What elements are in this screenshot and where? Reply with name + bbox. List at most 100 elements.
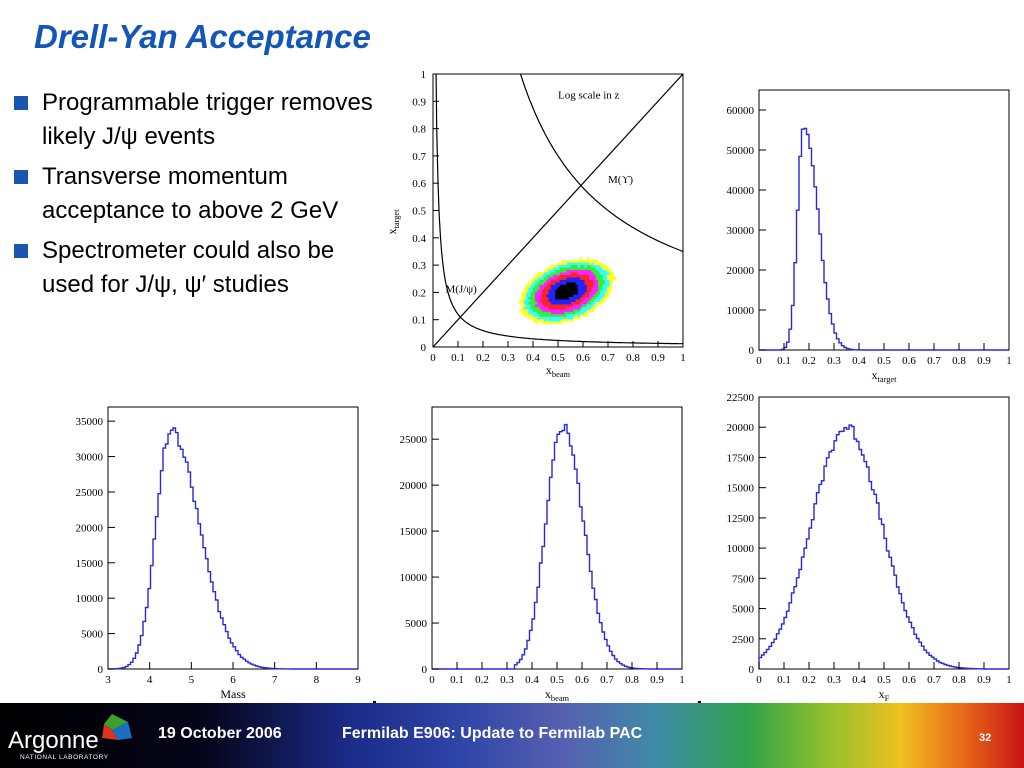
heatmap-cell (550, 311, 554, 315)
heatmap-cell (548, 299, 552, 302)
heatmap-cell (600, 269, 603, 273)
heatmap-cell (550, 318, 554, 322)
heatmap-cell (598, 277, 601, 280)
heatmap-cell (544, 291, 547, 295)
heatmap-cell (535, 294, 538, 298)
axis-label-text: xbeam (546, 363, 571, 379)
heatmap-cell (593, 301, 597, 305)
heatmap-cell (541, 294, 545, 298)
heatmap-cell (553, 294, 556, 298)
slide-title: Drell-Yan Acceptance (34, 18, 371, 55)
heatmap-cell (544, 286, 547, 290)
heatmap-cell (526, 284, 529, 288)
heatmap-cell (541, 282, 545, 285)
heatmap-cell (559, 291, 563, 295)
heatmap-cell (584, 267, 588, 271)
heatmap-cell (564, 316, 567, 320)
heatmap-cell (591, 286, 594, 290)
heatmap-cell (580, 294, 583, 298)
heatmap-cell (604, 272, 608, 275)
heatmap-cell (530, 289, 534, 293)
heatmap-cell (537, 318, 540, 322)
heatmap-cell (564, 301, 567, 305)
heatmap-cell (532, 301, 536, 305)
heatmap-cell (519, 299, 522, 302)
heatmap-cell (537, 316, 540, 320)
heatmap-cell (602, 264, 606, 268)
heatmap-cell (523, 306, 527, 310)
heatmap-cell (530, 304, 534, 307)
heatmap-cell (595, 296, 599, 300)
heatmap-cell (582, 309, 585, 312)
heatmap-cell (559, 284, 563, 288)
heatmap-cell (528, 294, 531, 298)
heatmap-cell (535, 313, 538, 317)
heatmap-cell (600, 291, 603, 295)
histogram-line (758, 424, 1009, 670)
heatmap-cell (564, 289, 567, 293)
y-tick-label: 12500 (727, 513, 755, 525)
heatmap-cell (532, 306, 536, 310)
x-axis-label: xbeam (545, 687, 570, 703)
heatmap-cell (539, 286, 543, 290)
heatmap-cell (566, 277, 570, 280)
heatmap-cell (544, 318, 547, 322)
heatmap-cell (528, 304, 531, 307)
y-tick-label: 35000 (76, 416, 104, 428)
heatmap-cell (546, 301, 549, 305)
heatmap-cell (557, 318, 561, 322)
x-tick-label: 6 (230, 674, 236, 686)
heatmap-cell (571, 262, 574, 266)
heatmap-cell (598, 291, 601, 295)
heatmap-cell (598, 267, 601, 271)
heatmap-cell (589, 299, 592, 302)
heatmap-cell (577, 294, 581, 298)
heatmap-cell (559, 311, 563, 315)
heatmap-cell (582, 269, 585, 273)
heatmap-cell (568, 267, 572, 271)
page-number: 32 (979, 732, 992, 744)
heatmap-cell (604, 294, 608, 298)
heatmap-cell (559, 304, 563, 307)
heatmap-cell (537, 284, 540, 288)
heatmap-cell (562, 318, 565, 322)
x-tick-label: 0.1 (450, 674, 464, 686)
heatmap-cell (526, 304, 529, 307)
heatmap-cell (591, 291, 594, 295)
heatmap-cell (523, 296, 527, 300)
heatmap-cell (591, 274, 594, 278)
heatmap-cell (577, 316, 581, 320)
heatmap-cell (544, 284, 547, 288)
heatmap-cell (568, 291, 572, 295)
heatmap-cell (557, 321, 561, 325)
heatmap-cell (564, 294, 567, 298)
heatmap-cell (584, 259, 588, 263)
heatmap-cell (591, 282, 594, 285)
heatmap-cell (559, 269, 563, 273)
x-tick-label: 0 (429, 674, 435, 686)
heatmap-cell (530, 296, 534, 300)
heatmap-cell (571, 311, 574, 315)
heatmap-cell (557, 267, 561, 271)
heatmap-cell (575, 259, 579, 263)
heatmap-cell (573, 309, 576, 312)
diagonal-line (433, 74, 683, 347)
heatmap-cell (607, 272, 610, 275)
heatmap-cell (602, 277, 606, 280)
heatmap-cell (580, 304, 583, 307)
heatmap-cell (604, 282, 608, 285)
heatmap-cell (553, 291, 556, 295)
heatmap-cell (562, 274, 565, 278)
heatmap-cell (548, 272, 552, 275)
heatmap-cell (593, 296, 597, 300)
heatmap-cell (562, 262, 565, 266)
x-axis-label: Mass (220, 687, 246, 701)
heatmap-cell (593, 269, 597, 273)
y-tick-label: 10000 (400, 572, 428, 584)
axis-label-text: xbeam (545, 687, 570, 703)
heatmap-cell (553, 279, 556, 283)
heatmap-cell (564, 311, 567, 315)
x-tick-label: 0.6 (575, 674, 589, 686)
heatmap-cell (537, 306, 540, 310)
heatmap-cell (530, 282, 534, 285)
